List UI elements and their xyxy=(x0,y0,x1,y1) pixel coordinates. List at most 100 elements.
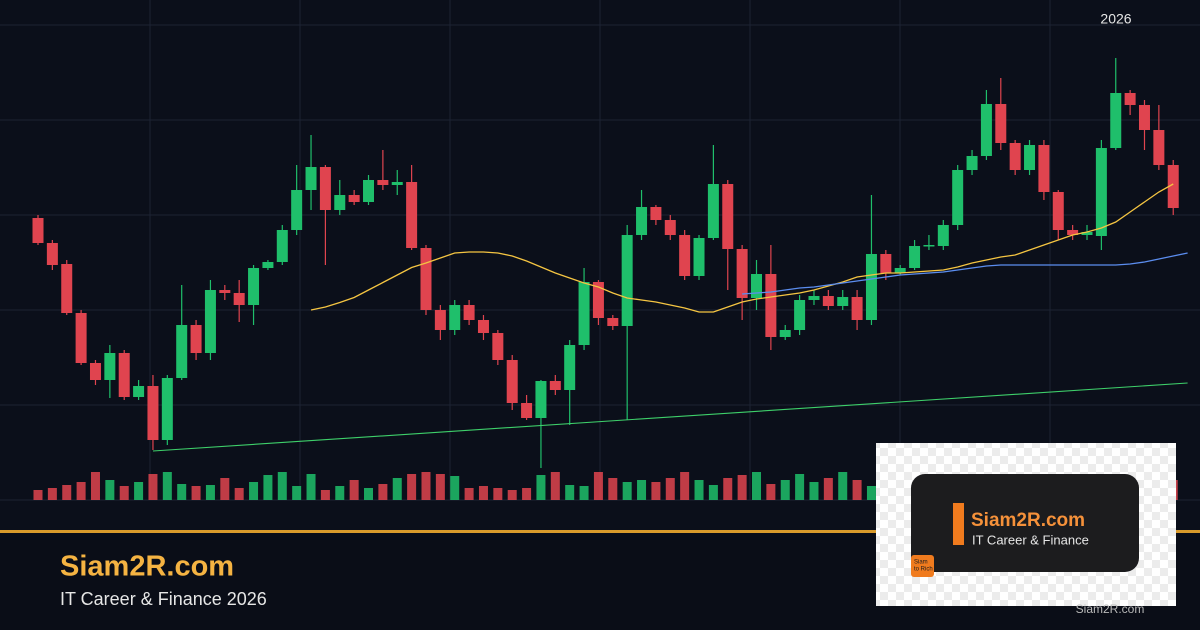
logo-bar xyxy=(953,503,964,545)
candle-body xyxy=(276,230,288,262)
volume-bar xyxy=(507,490,517,500)
candle-body xyxy=(736,249,748,298)
volume-bar xyxy=(823,478,833,500)
candle-body xyxy=(880,254,892,273)
volume-bar xyxy=(277,472,287,500)
candle-body xyxy=(952,170,964,225)
volume-bar xyxy=(651,482,661,500)
candle-body xyxy=(751,274,762,298)
volume-bar xyxy=(47,488,57,500)
volume-bar xyxy=(565,485,575,500)
volume-bar xyxy=(349,480,359,500)
candle-body xyxy=(1110,93,1122,148)
candle-body xyxy=(32,218,44,243)
volume-bar xyxy=(392,478,402,500)
candle-body xyxy=(865,254,877,320)
volume-bar xyxy=(450,476,460,500)
volume-bar xyxy=(148,474,158,500)
logo-tagline: IT Career & Finance xyxy=(972,532,1089,547)
footer-tagline: IT Career & Finance 2026 xyxy=(60,589,267,609)
candle-body xyxy=(837,297,849,306)
candle-body xyxy=(477,320,489,333)
volume-bar xyxy=(421,472,431,500)
candle-body xyxy=(492,333,504,360)
candle-body xyxy=(161,378,173,440)
volume-bar xyxy=(134,482,144,500)
candle-body xyxy=(564,345,576,390)
volume-bar xyxy=(708,485,718,500)
logo-badge xyxy=(911,555,934,577)
candle-body xyxy=(679,235,691,276)
candle-body xyxy=(650,207,662,220)
volume-bar xyxy=(637,480,647,500)
volume-bar xyxy=(220,478,230,500)
year-label: 2026 xyxy=(1100,11,1131,27)
candle-body xyxy=(521,403,533,418)
candle-body xyxy=(1124,93,1136,105)
footer-brand: Siam2R.com xyxy=(60,551,234,583)
candle-body xyxy=(46,243,58,265)
logo-brand: Siam2R.com xyxy=(971,510,1085,531)
volume-bar xyxy=(737,475,747,500)
volume-bar xyxy=(522,488,532,500)
candle-body xyxy=(1052,192,1064,230)
candle-body xyxy=(176,325,188,378)
candle-body xyxy=(621,235,633,326)
candle-body xyxy=(233,293,245,305)
candle-body xyxy=(204,290,216,353)
candle-body xyxy=(894,268,906,273)
candle-body xyxy=(363,180,375,202)
volume-bar xyxy=(234,488,244,500)
volume-bar xyxy=(838,472,848,500)
volume-bar xyxy=(263,475,273,500)
volume-bar xyxy=(593,472,603,500)
candle-body xyxy=(377,180,389,185)
volume-bar xyxy=(464,488,474,500)
candle-body xyxy=(722,184,734,249)
volume-bar xyxy=(292,486,302,500)
volume-bar xyxy=(435,474,445,500)
candle-body xyxy=(506,360,518,403)
candle-body xyxy=(434,310,446,330)
volume-bar xyxy=(335,486,345,500)
candle-body xyxy=(406,182,418,248)
candle-body xyxy=(1081,232,1093,235)
volume-bar xyxy=(162,472,172,500)
volume-bar xyxy=(665,478,675,500)
candle-body xyxy=(291,190,303,230)
volume-bar xyxy=(306,474,316,500)
candle-body xyxy=(1095,148,1107,236)
candle-body xyxy=(578,282,590,345)
candle-body xyxy=(535,381,547,418)
candle-body xyxy=(607,318,619,326)
candle-body xyxy=(104,353,116,380)
candle-body xyxy=(937,225,949,246)
candle-body xyxy=(334,195,346,210)
candle-body xyxy=(248,268,260,305)
candle-body xyxy=(118,353,130,397)
candle-body xyxy=(549,381,561,390)
volume-bar xyxy=(809,482,819,500)
candle-body xyxy=(851,297,863,320)
moving-average xyxy=(742,252,1188,295)
candle-body xyxy=(463,305,475,320)
volume-bar xyxy=(62,485,72,500)
volume-bar xyxy=(105,480,115,500)
candle-body xyxy=(693,238,705,276)
candle-body xyxy=(1009,143,1021,170)
separator xyxy=(0,530,1200,533)
candle-body xyxy=(449,305,461,330)
volume-bar xyxy=(723,478,733,500)
candle-body xyxy=(794,300,806,330)
volume-bar xyxy=(550,472,560,500)
candle-body xyxy=(980,104,992,156)
volume-bar xyxy=(780,480,790,500)
volume-bar xyxy=(177,484,187,500)
candle-body xyxy=(909,246,921,268)
candle-body xyxy=(75,313,87,363)
candle-body xyxy=(664,220,676,235)
volume-bar xyxy=(852,480,862,500)
volume-bar xyxy=(680,472,690,500)
volume-bar xyxy=(493,488,503,500)
